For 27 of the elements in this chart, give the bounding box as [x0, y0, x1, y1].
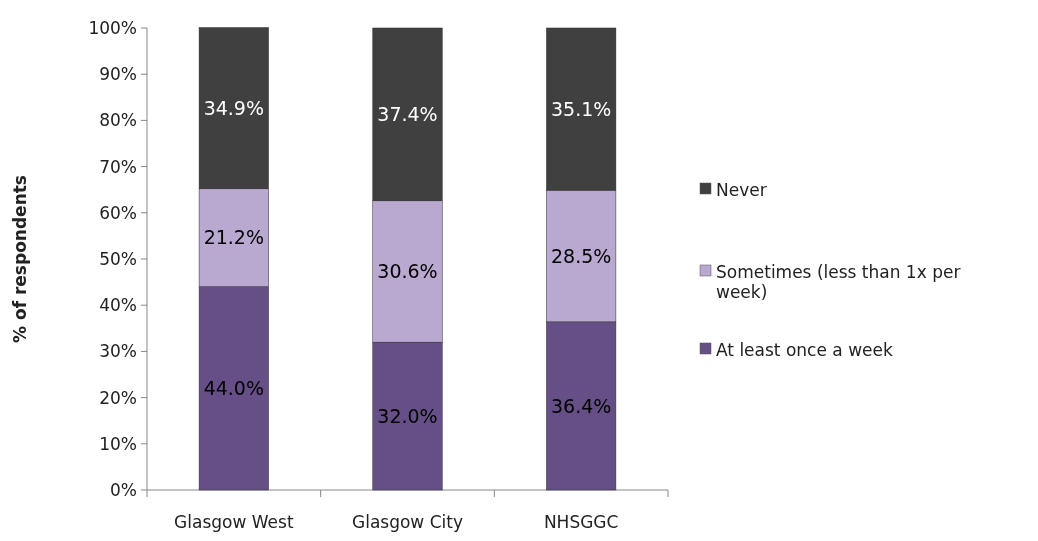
data-label: 44.0%: [203, 377, 265, 400]
data-label: 35.1%: [550, 97, 612, 120]
y-tick-label: 100%: [88, 17, 137, 38]
y-tick-label: 10%: [99, 433, 137, 454]
y-tick-label: 50%: [99, 248, 137, 269]
data-label: 32.0%: [377, 404, 438, 427]
y-axis-title: % of respondents: [10, 175, 30, 343]
y-tick-label: 80%: [99, 110, 137, 131]
data-label: 34.9%: [203, 96, 265, 119]
y-tick-label: 30%: [99, 341, 137, 362]
y-tick-label: 40%: [99, 295, 137, 316]
y-tick-label: 0%: [110, 479, 137, 500]
y-tick-label: 70%: [99, 156, 137, 177]
y-tick-label: 90%: [99, 64, 137, 85]
legend-label: Never: [716, 179, 767, 200]
y-tick-label: 60%: [99, 202, 137, 223]
legend-label: At least once a week: [716, 339, 893, 360]
data-label: 30.6%: [377, 260, 438, 283]
data-label: 37.4%: [377, 103, 438, 126]
x-tick-label: NHSGGC: [543, 512, 619, 532]
data-label: 28.5%: [550, 244, 612, 267]
data-label: 36.4%: [550, 394, 612, 417]
x-tick-label: Glasgow City: [352, 512, 463, 532]
data-label: 21.2%: [203, 226, 265, 249]
y-tick-label: 20%: [99, 387, 137, 408]
legend-label: Sometimes (less than 1x per week): [716, 261, 961, 303]
x-tick-label: Glasgow West: [174, 512, 294, 532]
